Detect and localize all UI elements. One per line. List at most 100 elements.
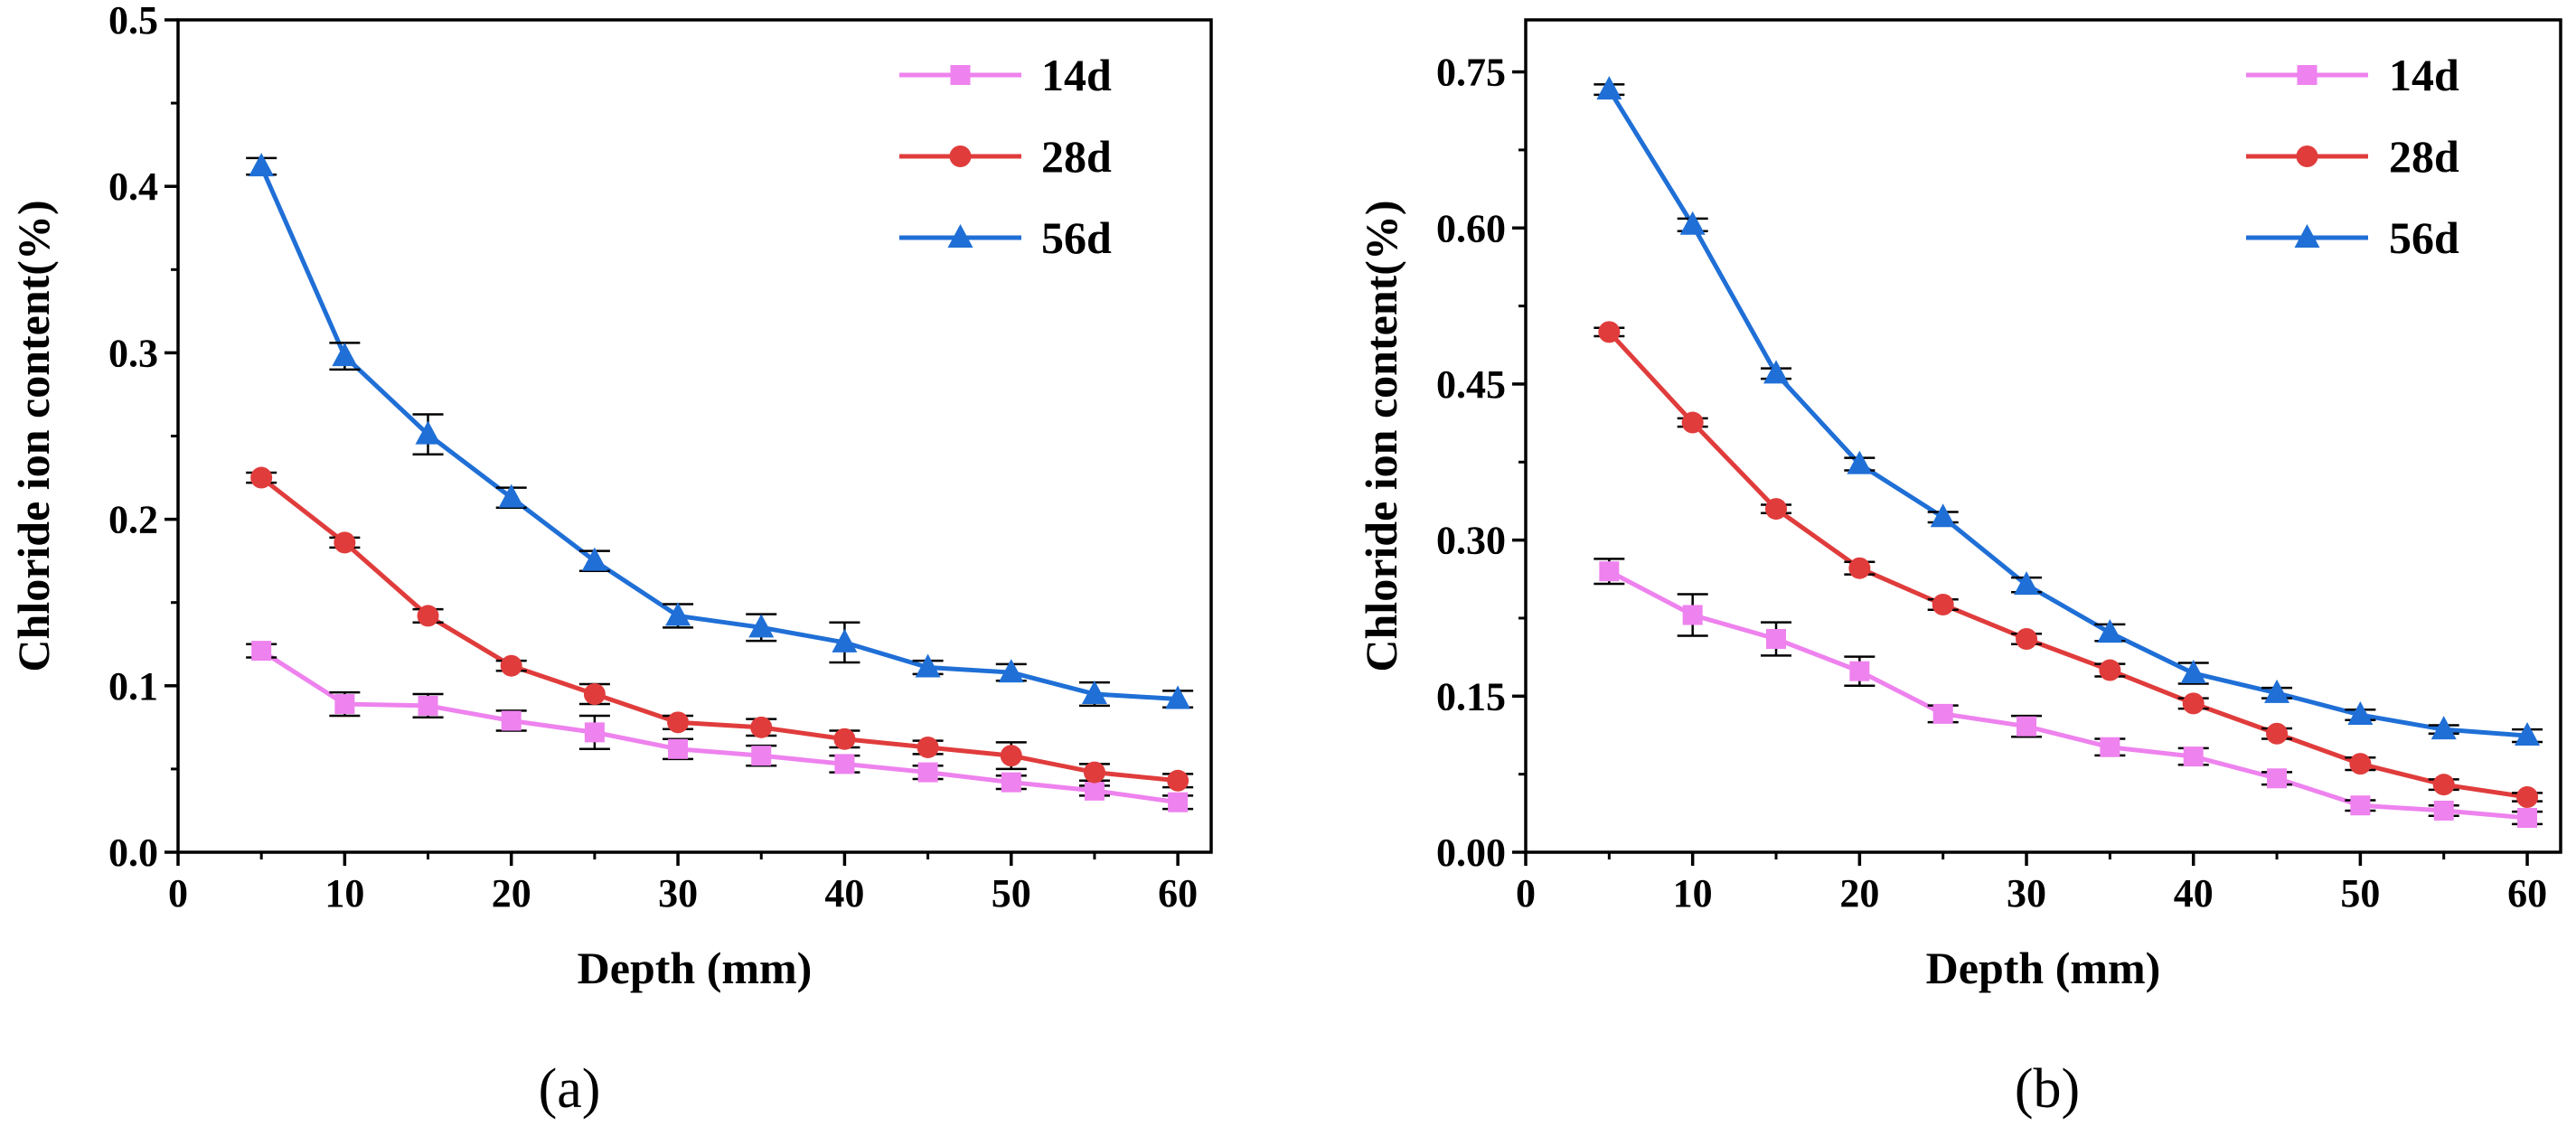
legend-marker-28d (2296, 146, 2318, 167)
data-point-14d (834, 754, 855, 775)
data-point-56d (249, 153, 275, 177)
data-point-14d (1682, 605, 1703, 625)
data-point-56d (665, 602, 691, 626)
y-tick-label: 0.60 (1436, 206, 1506, 250)
data-point-14d (2017, 716, 2037, 737)
x-tick-label: 30 (658, 871, 698, 915)
data-point-28d (250, 466, 273, 489)
data-point-56d (1081, 681, 1107, 705)
data-point-28d (1681, 411, 1704, 434)
x-tick-label: 0 (168, 871, 188, 915)
data-point-28d (750, 716, 773, 738)
y-tick-label: 0.3 (108, 331, 158, 375)
y-tick-label: 0.15 (1436, 674, 1506, 718)
data-point-28d (2099, 659, 2121, 681)
series-line-28d (259, 475, 1179, 784)
data-point-56d (415, 420, 441, 445)
x-axis-title: Depth (mm) (578, 943, 813, 993)
series-28d (1594, 321, 2543, 808)
data-point-56d (2430, 716, 2457, 740)
y-tick-label: 0.0 (108, 831, 158, 875)
data-point-56d (832, 628, 858, 652)
data-point-14d (751, 746, 772, 766)
x-tick-label: 40 (2174, 871, 2214, 915)
y-tick-label: 0.75 (1436, 51, 1506, 95)
data-point-28d (1765, 498, 1788, 521)
data-point-28d (2516, 785, 2539, 808)
legend-label-28d: 28d (1041, 131, 1112, 182)
series-14d (246, 641, 1194, 812)
data-point-14d (1084, 780, 1105, 801)
y-tick-label: 0.2 (108, 498, 158, 542)
legend-label-14d: 14d (2389, 50, 2459, 100)
data-point-56d (2014, 571, 2040, 596)
x-tick-label: 60 (2507, 871, 2547, 915)
data-point-56d (2264, 679, 2290, 703)
chart-panel-1: 0 10 20 30 40 50 60 0.0 0.1 0.2 0.3 0.4 0.5 Depth (mm… (8, 0, 1213, 1120)
data-point-56d (1930, 503, 1956, 528)
y-axis-title: Chloride ion content(%) (8, 200, 59, 671)
data-point-14d (501, 710, 522, 731)
y-tick-label: 0.4 (108, 164, 158, 209)
y-tick-label: 0.45 (1436, 362, 1506, 407)
data-point-14d (334, 694, 355, 715)
data-point-56d (1596, 76, 1622, 100)
x-tick-label: 30 (2007, 871, 2046, 915)
panel-label: (b) (2015, 1058, 2080, 1120)
legend-label-56d: 56d (2389, 212, 2459, 263)
data-point-28d (417, 605, 439, 627)
data-point-56d (1679, 211, 1706, 235)
plot-frame (1524, 18, 2562, 854)
legend: 14d 28d 56d (2246, 50, 2459, 263)
series-line-56d (259, 165, 1179, 702)
data-point-14d (2267, 768, 2288, 789)
legend-marker-14d (2297, 65, 2317, 85)
data-point-28d (2016, 627, 2038, 650)
data-point-56d (998, 659, 1024, 683)
series-line-14d (1608, 568, 2528, 821)
data-point-56d (2097, 619, 2123, 643)
legend-marker-14d (950, 65, 971, 85)
data-point-14d (2183, 746, 2204, 767)
data-point-56d (332, 343, 358, 367)
data-point-14d (1932, 703, 1953, 724)
data-point-28d (1083, 761, 1105, 784)
data-point-28d (917, 736, 939, 758)
data-point-28d (667, 711, 690, 734)
data-point-28d (2432, 774, 2455, 796)
y-axis-title: Chloride ion content(%) (1356, 200, 1406, 671)
legend-label-56d: 56d (1041, 212, 1112, 263)
data-point-56d (2515, 722, 2541, 746)
x-tick-label: 0 (1516, 871, 1536, 915)
data-point-14d (2517, 808, 2538, 829)
data-point-56d (498, 484, 524, 508)
data-point-28d (583, 683, 606, 706)
x-tick-label: 10 (1673, 871, 1713, 915)
legend-label-14d: 14d (1041, 50, 1112, 100)
data-point-14d (1001, 772, 1021, 793)
data-point-14d (2433, 800, 2454, 821)
data-point-56d (1763, 360, 1790, 384)
legend-marker-56d (2294, 224, 2320, 248)
data-point-56d (1847, 450, 1873, 474)
data-point-14d (584, 722, 605, 743)
series-56d (1594, 76, 2543, 746)
legend-marker-56d (947, 224, 973, 248)
data-point-28d (1598, 321, 1621, 343)
data-point-28d (334, 531, 356, 554)
chart-panel-2: 0 10 20 30 40 50 60 0.00 0.15 0.30 0.45 0.60 0.75 Dep… (1356, 18, 2562, 1120)
data-point-14d (251, 641, 272, 662)
data-point-56d (2347, 701, 2374, 726)
data-point-28d (500, 654, 522, 677)
series-28d (246, 466, 1194, 792)
data-point-14d (668, 738, 689, 759)
data-point-28d (2266, 722, 2289, 745)
data-point-56d (581, 547, 607, 571)
data-point-28d (2182, 692, 2205, 715)
series-14d (1594, 558, 2543, 829)
series-56d (246, 153, 1194, 709)
data-point-56d (2180, 659, 2206, 683)
data-point-28d (1167, 769, 1189, 792)
data-point-14d (1599, 561, 1620, 582)
